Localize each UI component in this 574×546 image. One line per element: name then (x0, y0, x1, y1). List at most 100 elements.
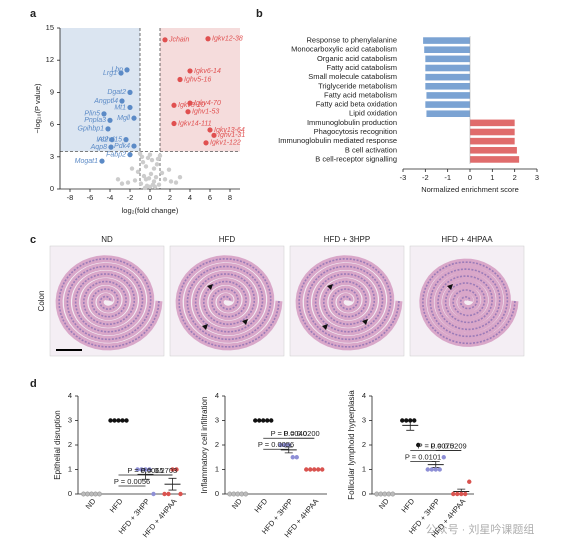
tissue-mucosa (421, 261, 516, 345)
category-label: Small molecule catabolism (308, 72, 397, 81)
y-tick-label: 3 (215, 415, 219, 424)
point (125, 180, 131, 185)
point (162, 37, 168, 43)
point-label: Jchain (168, 37, 189, 44)
point (143, 467, 148, 472)
x-axis-label: Normalized enrichment score (421, 185, 519, 194)
point-label: Igkv12-38 (212, 36, 243, 43)
bar (426, 110, 470, 118)
point-label: Mt1 (114, 104, 126, 111)
point (265, 418, 270, 423)
point (459, 491, 464, 497)
point (316, 467, 321, 472)
y-axis-label: Follicular lymphoid hyperplasia (347, 390, 356, 500)
y-axis-label: Epithelial disruption (53, 410, 62, 479)
p-value-label: P = 0.0065 (127, 466, 163, 475)
arrowhead (207, 284, 213, 290)
point (166, 167, 172, 172)
point (132, 178, 138, 183)
point (166, 491, 171, 497)
y-tick-label: 3 (68, 415, 72, 424)
y-tick-label: 0 (50, 184, 54, 193)
point (178, 491, 183, 497)
point (153, 174, 159, 180)
point (185, 109, 191, 115)
histology-image (55, 255, 163, 351)
point (227, 491, 233, 497)
point (174, 467, 179, 472)
point (124, 418, 129, 423)
point (108, 418, 113, 423)
point (408, 418, 413, 423)
point (140, 159, 146, 165)
point (463, 491, 468, 497)
point (151, 179, 157, 184)
point (131, 115, 137, 121)
y-tick-label: 2 (362, 440, 366, 449)
p-value-label: P = 0.2703 (141, 466, 177, 475)
point (203, 140, 209, 146)
bar (426, 92, 470, 99)
point (425, 467, 430, 472)
point-label: Angptl4 (93, 98, 118, 105)
point (433, 467, 438, 472)
y-tick-label: 15 (46, 23, 54, 32)
point (269, 418, 274, 423)
point (374, 491, 380, 497)
point (137, 151, 143, 156)
x-tick-label: 3 (535, 173, 539, 182)
x-tick-label: ND (377, 496, 391, 511)
point (171, 120, 177, 127)
bar (470, 137, 515, 145)
point (278, 442, 283, 448)
p-value-label: P = 0.0209 (430, 441, 466, 450)
point-label: Aqp8 (90, 144, 107, 151)
bar (425, 64, 470, 72)
image-title: HFD (219, 235, 236, 244)
point (105, 126, 111, 132)
y-tick-label: 0 (215, 489, 219, 498)
category-label: Immunoglobulin mediated response (278, 136, 397, 145)
point (171, 102, 177, 108)
point (390, 491, 396, 497)
point-label: Igkv6-14 (194, 68, 221, 75)
x-tick-label: HFD (108, 496, 125, 514)
point-label: Dgat2 (107, 89, 126, 96)
point (168, 179, 174, 184)
bar (425, 55, 470, 63)
point (155, 156, 161, 162)
histology-image (175, 255, 283, 351)
y-tick-label: 3 (362, 415, 366, 424)
p-value-label: P = 0.0040 (271, 429, 307, 438)
error-bar (168, 477, 177, 491)
category-label: Lipid oxidation (349, 109, 397, 118)
x-tick-label: 1 (490, 173, 494, 182)
point (93, 491, 98, 497)
point (148, 171, 154, 177)
point (118, 70, 124, 76)
point-label: Gpihbp1 (78, 126, 105, 133)
y-axis-label: Inflammatory cell infiltration (200, 397, 209, 494)
image-title: HFD + 3HPP (324, 235, 370, 244)
histology-image (419, 258, 519, 347)
point-label: Igkv14-111 (178, 120, 212, 127)
watermark: 公众号 · 刘星吟课题组 (426, 522, 535, 536)
y-tick-label: 0 (68, 489, 72, 498)
x-tick-label: -2 (422, 173, 429, 182)
point (312, 467, 317, 472)
point (211, 132, 217, 138)
point (429, 467, 434, 472)
shade (60, 28, 140, 152)
point (154, 162, 160, 167)
category-label: B cell-receptor signalling (315, 154, 397, 163)
point (320, 467, 325, 472)
point (141, 173, 147, 179)
point (159, 170, 165, 176)
point (235, 491, 241, 497)
x-tick-label: 8 (228, 193, 232, 202)
x-tick-label: HFD (399, 496, 416, 514)
point-label: Ighv1-31 (218, 132, 245, 139)
point (143, 177, 149, 182)
point (239, 491, 245, 497)
point (147, 184, 153, 190)
